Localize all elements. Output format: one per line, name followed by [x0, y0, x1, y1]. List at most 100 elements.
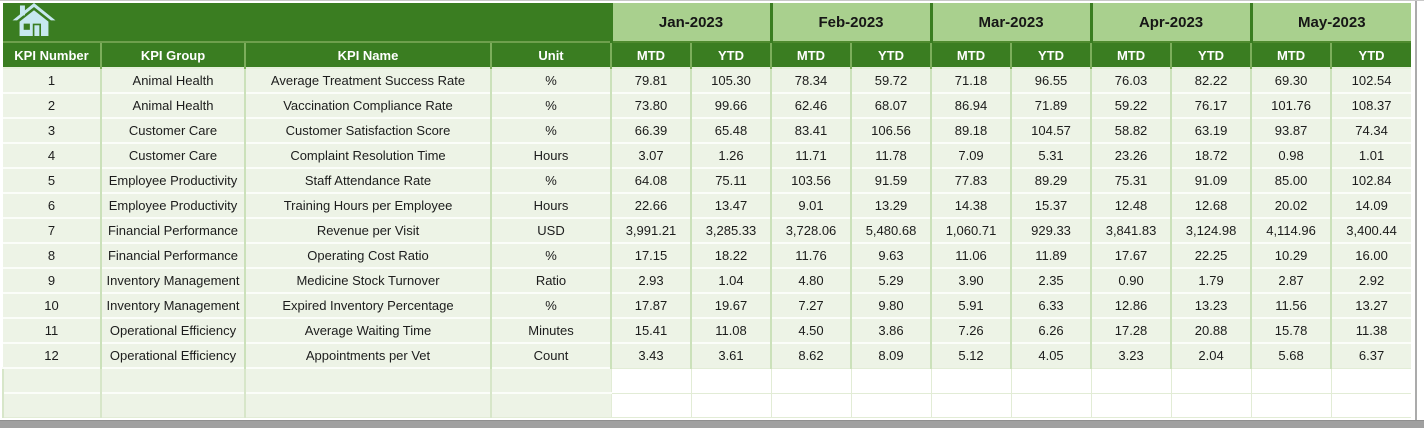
cell-value[interactable]: 102.54 — [1330, 67, 1412, 93]
cell-kpi-number[interactable]: 6 — [3, 192, 101, 218]
cell-value[interactable]: 15.37 — [1010, 192, 1092, 218]
cell-value[interactable]: 71.18 — [930, 67, 1012, 93]
cell-value[interactable]: 64.08 — [610, 167, 691, 193]
cell-value[interactable]: 73.80 — [610, 92, 691, 118]
cell-value[interactable]: 71.89 — [1010, 92, 1092, 118]
cell-value[interactable]: 76.17 — [1170, 92, 1252, 118]
cell-value[interactable]: 83.41 — [770, 117, 851, 143]
col-header-jan-2023-mtd[interactable]: MTD — [610, 42, 691, 68]
cell-value[interactable]: 102.84 — [1330, 167, 1412, 193]
cell-value[interactable]: 5.31 — [1010, 142, 1092, 168]
cell-kpi-group[interactable]: Financial Performance — [100, 242, 245, 268]
cell-value[interactable]: 3,285.33 — [690, 217, 771, 243]
empty-cell[interactable] — [1090, 367, 1172, 393]
empty-cell[interactable] — [2, 367, 101, 393]
cell-value[interactable]: 14.09 — [1330, 192, 1412, 218]
cell-unit[interactable]: Hours — [490, 192, 611, 218]
cell-value[interactable]: 11.56 — [1250, 292, 1332, 318]
cell-kpi-number[interactable]: 9 — [3, 267, 101, 293]
cell-value[interactable]: 74.34 — [1330, 117, 1412, 143]
cell-value[interactable]: 17.28 — [1090, 317, 1172, 343]
cell-kpi-group[interactable]: Employee Productivity — [100, 167, 245, 193]
empty-cell[interactable] — [690, 392, 771, 418]
cell-unit[interactable]: % — [490, 292, 611, 318]
cell-value[interactable]: 1.79 — [1170, 267, 1252, 293]
col-header-mar-2023-mtd[interactable]: MTD — [930, 42, 1012, 68]
cell-kpi-number[interactable]: 5 — [3, 167, 101, 193]
col-header-apr-2023-mtd[interactable]: MTD — [1090, 42, 1172, 68]
cell-value[interactable]: 13.27 — [1330, 292, 1412, 318]
cell-value[interactable]: 22.25 — [1170, 242, 1252, 268]
col-header-feb-2023-mtd[interactable]: MTD — [770, 42, 851, 68]
cell-value[interactable]: 18.72 — [1170, 142, 1252, 168]
empty-cell[interactable] — [770, 392, 851, 418]
cell-value[interactable]: 65.48 — [690, 117, 771, 143]
cell-value[interactable]: 5,480.68 — [849, 217, 932, 243]
cell-value[interactable]: 20.88 — [1170, 317, 1252, 343]
cell-unit[interactable]: % — [490, 167, 611, 193]
cell-value[interactable]: 17.15 — [610, 242, 691, 268]
cell-value[interactable]: 68.07 — [849, 92, 932, 118]
cell-value[interactable]: 3,991.21 — [610, 217, 691, 243]
cell-value[interactable]: 12.68 — [1170, 192, 1252, 218]
empty-cell[interactable] — [1010, 392, 1092, 418]
cell-value[interactable]: 7.27 — [770, 292, 851, 318]
cell-value[interactable]: 4,114.96 — [1250, 217, 1332, 243]
cell-value[interactable]: 89.29 — [1010, 167, 1092, 193]
cell-value[interactable]: 7.09 — [930, 142, 1012, 168]
cell-kpi-number[interactable]: 10 — [3, 292, 101, 318]
cell-kpi-group[interactable]: Customer Care — [100, 142, 245, 168]
col-header-apr-2023-ytd[interactable]: YTD — [1170, 42, 1252, 68]
cell-value[interactable]: 6.37 — [1330, 342, 1412, 368]
cell-value[interactable]: 78.34 — [770, 67, 851, 93]
cell-value[interactable]: 11.06 — [930, 242, 1012, 268]
empty-cell[interactable] — [1010, 367, 1092, 393]
cell-value[interactable]: 20.02 — [1250, 192, 1332, 218]
cell-value[interactable]: 4.05 — [1010, 342, 1092, 368]
cell-kpi-name[interactable]: Vaccination Compliance Rate — [244, 92, 491, 118]
cell-value[interactable]: 18.22 — [690, 242, 771, 268]
cell-unit[interactable]: % — [490, 117, 611, 143]
cell-value[interactable]: 3,728.06 — [770, 217, 851, 243]
cell-value[interactable]: 17.87 — [610, 292, 691, 318]
cell-unit[interactable]: Count — [490, 342, 611, 368]
home-button[interactable] — [11, 3, 57, 36]
empty-cell[interactable] — [1170, 392, 1252, 418]
cell-kpi-group[interactable]: Inventory Management — [100, 267, 245, 293]
cell-value[interactable]: 8.62 — [770, 342, 851, 368]
empty-cell[interactable] — [770, 367, 851, 393]
cell-value[interactable]: 13.23 — [1170, 292, 1252, 318]
cell-value[interactable]: 2.93 — [610, 267, 691, 293]
empty-cell[interactable] — [100, 367, 245, 393]
cell-value[interactable]: 11.38 — [1330, 317, 1412, 343]
cell-value[interactable]: 2.35 — [1010, 267, 1092, 293]
cell-value[interactable]: 17.67 — [1090, 242, 1172, 268]
cell-value[interactable]: 59.72 — [849, 67, 932, 93]
empty-cell[interactable] — [2, 392, 101, 418]
cell-value[interactable]: 86.94 — [930, 92, 1012, 118]
cell-value[interactable]: 85.00 — [1250, 167, 1332, 193]
empty-cell[interactable] — [1250, 367, 1332, 393]
cell-kpi-number[interactable]: 12 — [3, 342, 101, 368]
cell-kpi-group[interactable]: Animal Health — [100, 67, 245, 93]
cell-value[interactable]: 3.07 — [610, 142, 691, 168]
cell-kpi-group[interactable]: Customer Care — [100, 117, 245, 143]
col-header-kpi-group[interactable]: KPI Group — [100, 42, 245, 68]
cell-value[interactable]: 5.91 — [930, 292, 1012, 318]
cell-value[interactable]: 59.22 — [1090, 92, 1172, 118]
empty-cell[interactable] — [610, 367, 691, 393]
empty-cell[interactable] — [690, 367, 771, 393]
cell-unit[interactable]: Ratio — [490, 267, 611, 293]
cell-kpi-name[interactable]: Revenue per Visit — [244, 217, 491, 243]
cell-kpi-group[interactable]: Animal Health — [100, 92, 245, 118]
cell-kpi-name[interactable]: Operating Cost Ratio — [244, 242, 491, 268]
cell-unit[interactable]: % — [490, 67, 611, 93]
cell-value[interactable]: 108.37 — [1330, 92, 1412, 118]
cell-value[interactable]: 12.48 — [1090, 192, 1172, 218]
cell-value[interactable]: 1,060.71 — [930, 217, 1012, 243]
month-header-jan-2023[interactable]: Jan-2023 — [609, 3, 771, 43]
cell-kpi-name[interactable]: Average Waiting Time — [244, 317, 491, 343]
cell-value[interactable]: 12.86 — [1090, 292, 1172, 318]
cell-value[interactable]: 4.50 — [770, 317, 851, 343]
cell-value[interactable]: 11.71 — [770, 142, 851, 168]
